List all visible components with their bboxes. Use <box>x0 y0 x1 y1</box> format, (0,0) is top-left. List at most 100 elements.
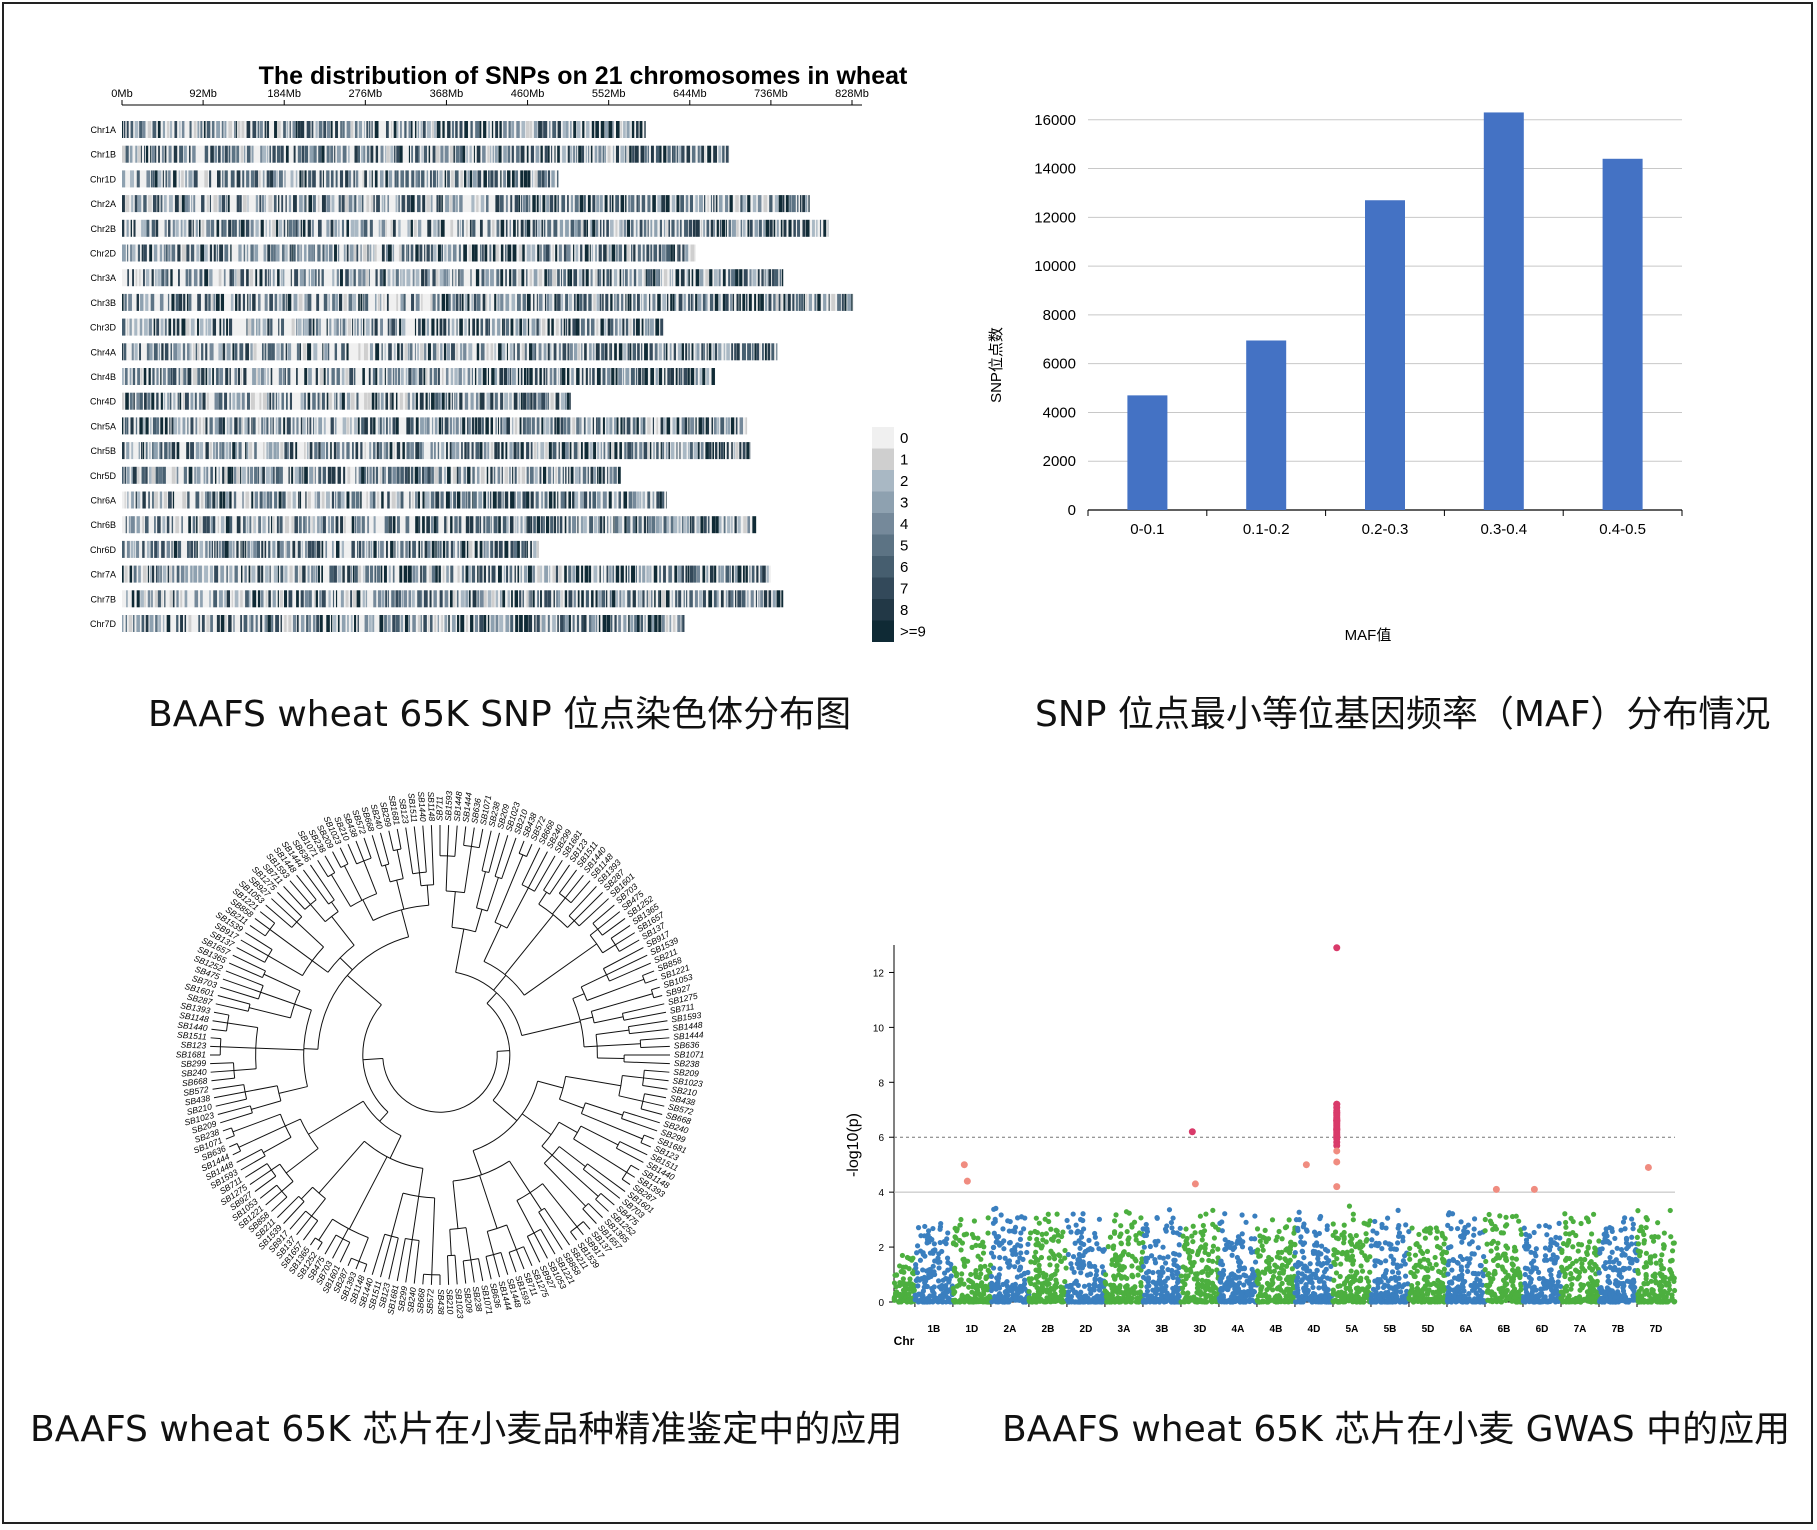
snp-density-cell <box>732 565 734 583</box>
snp-density-cell <box>576 145 578 163</box>
dendrogram-branch <box>452 1180 459 1229</box>
snp-density-cell <box>536 318 539 336</box>
snp-density-cell <box>148 368 151 385</box>
snp-point <box>1073 1222 1079 1228</box>
snp-density-cell <box>396 170 399 188</box>
snp-density-cell <box>582 269 585 287</box>
snp-density-cell <box>565 121 569 138</box>
snp-density-cell <box>505 219 508 237</box>
snp-density-cell <box>440 540 442 558</box>
snp-density-cell <box>345 170 349 188</box>
snp-density-cell <box>238 244 242 262</box>
snp-density-cell <box>262 318 267 336</box>
snp-density-cell <box>375 343 380 361</box>
snp-point <box>938 1220 944 1227</box>
snp-density-cell <box>186 343 190 361</box>
snp-density-cell <box>134 121 139 138</box>
snp-density-cell <box>372 615 375 632</box>
snp-density-cell <box>379 466 382 484</box>
snp-density-cell <box>679 442 681 460</box>
snp-density-cell <box>298 466 302 484</box>
snp-density-cell <box>538 343 542 361</box>
snp-density-cell <box>742 565 745 583</box>
snp-density-cell <box>447 121 451 138</box>
snp-point <box>1018 1243 1024 1249</box>
snp-density-cell <box>376 565 381 583</box>
snp-density-cell <box>240 540 242 558</box>
snp-density-cell <box>537 442 539 460</box>
snp-density-cell <box>673 244 675 262</box>
snp-density-cell <box>819 219 822 237</box>
snp-density-cell <box>467 368 471 385</box>
snp-density-cell <box>626 417 631 435</box>
snp-density-cell <box>160 442 163 460</box>
snp-density-cell <box>411 590 415 608</box>
snp-density-cell <box>133 540 136 558</box>
snp-density-cell <box>576 615 580 632</box>
snp-density-cell <box>254 516 256 534</box>
snp-density-cell <box>573 269 578 287</box>
snp-density-cell <box>164 269 166 287</box>
snp-density-cell <box>206 219 210 237</box>
dendrogram-branch <box>465 1227 472 1260</box>
snp-point <box>906 1266 912 1272</box>
snp-point <box>1062 1278 1068 1285</box>
snp-density-cell <box>530 540 532 558</box>
snp-density-cell <box>209 195 211 213</box>
snp-density-cell <box>557 170 559 188</box>
snp-density-cell <box>277 565 279 583</box>
dendrogram-branch <box>642 1085 668 1090</box>
snp-density-cell <box>216 491 218 509</box>
snp-density-cell <box>171 466 176 484</box>
dendrogram-branch <box>616 1147 644 1163</box>
snp-density-cell <box>555 244 558 262</box>
snp-density-cell <box>612 442 614 460</box>
snp-density-cell <box>752 269 757 287</box>
snp-density-cell <box>686 269 688 287</box>
snp-density-cell <box>635 565 637 583</box>
dendrogram-branch <box>265 904 293 928</box>
snp-density-cell <box>696 343 700 361</box>
snp-density-cell <box>497 565 502 583</box>
snp-density-cell <box>158 442 161 460</box>
snp-density-cell <box>456 195 458 213</box>
snp-point <box>1077 1253 1083 1259</box>
snp-density-cell <box>532 219 535 237</box>
snp-density-cell <box>196 244 200 262</box>
snp-point <box>1117 1289 1123 1296</box>
snp-density-cell <box>181 195 185 213</box>
snp-density-cell <box>139 269 141 287</box>
snp-density-cell <box>747 219 750 237</box>
snp-density-cell <box>485 269 489 287</box>
snp-point <box>1103 1272 1109 1278</box>
snp-density-cell <box>559 219 564 237</box>
snp-density-cell <box>556 417 560 435</box>
snp-point <box>906 1291 912 1297</box>
snp-density-cell <box>422 516 425 534</box>
snp-density-cell <box>604 121 609 138</box>
snp-density-cell <box>295 170 298 188</box>
snp-point <box>1007 1262 1013 1268</box>
snp-density-cell <box>672 293 675 311</box>
snp-point <box>966 1284 972 1290</box>
snp-density-cell <box>260 590 264 608</box>
snp-point <box>940 1277 946 1283</box>
snp-density-cell <box>671 269 674 287</box>
snp-density-cell <box>334 417 337 435</box>
snp-point <box>1117 1256 1123 1262</box>
dendrogram-branch <box>640 1037 670 1041</box>
snp-density-cell <box>723 516 726 534</box>
snp-density-cell <box>453 540 455 558</box>
snp-density-cell <box>591 590 594 608</box>
snp-density-cell <box>175 293 179 311</box>
snp-density-cell <box>536 195 539 213</box>
snp-density-cell <box>124 368 128 385</box>
dendrogram-branch <box>451 891 456 928</box>
snp-density-cell <box>785 195 789 213</box>
snp-density-cell <box>252 293 256 311</box>
snp-density-cell <box>685 244 689 262</box>
legend-swatch <box>872 620 894 642</box>
snp-density-cell <box>375 392 378 410</box>
snp-density-cell <box>606 615 611 632</box>
